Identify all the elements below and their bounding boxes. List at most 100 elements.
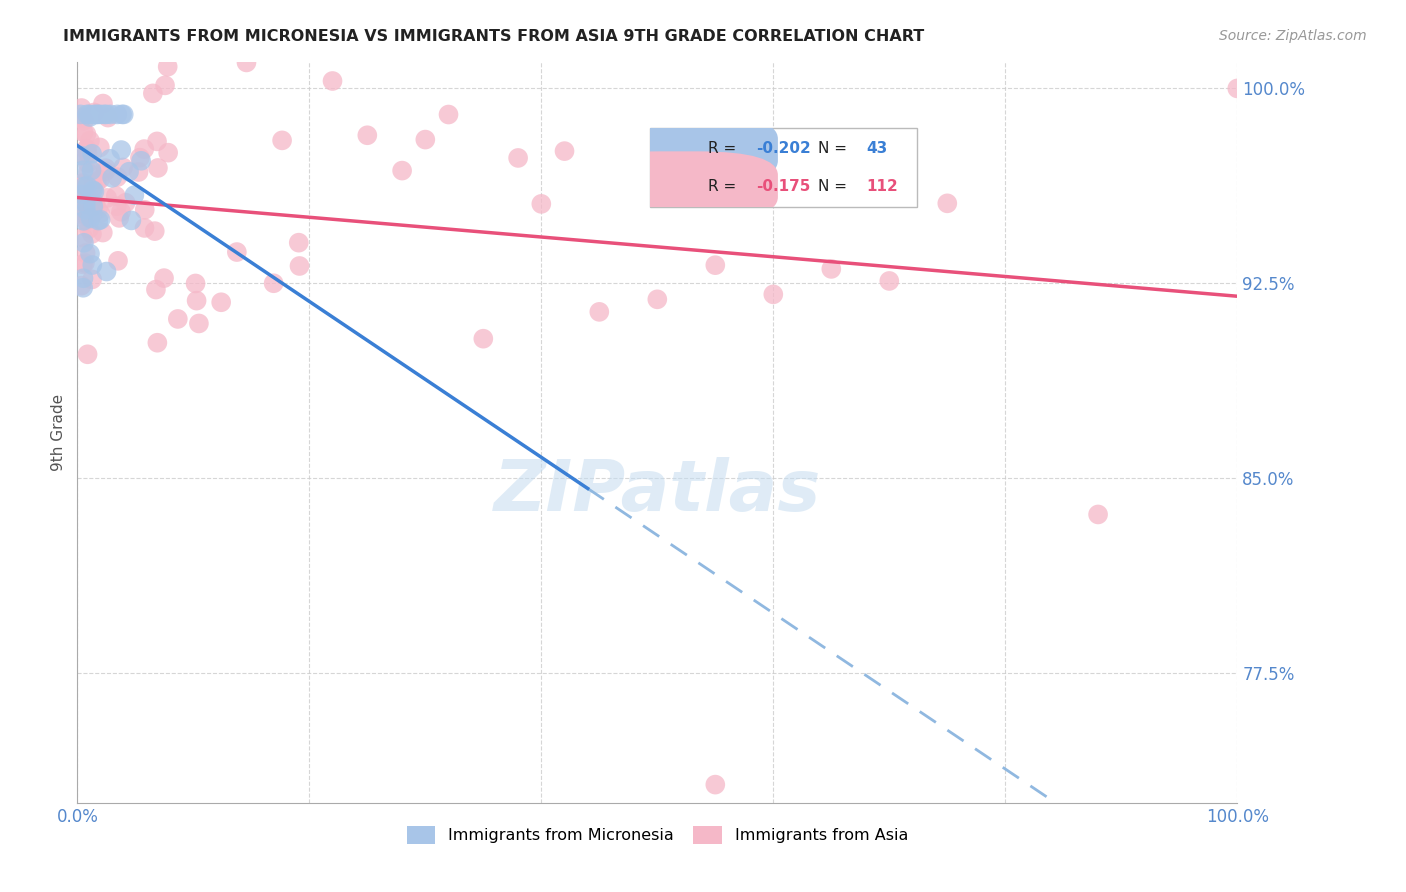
Point xyxy=(77,211,100,225)
Point xyxy=(156,60,179,74)
Point xyxy=(75,143,97,157)
Point xyxy=(90,212,111,227)
Text: IMMIGRANTS FROM MICRONESIA VS IMMIGRANTS FROM ASIA 9TH GRADE CORRELATION CHART: IMMIGRANTS FROM MICRONESIA VS IMMIGRANTS… xyxy=(63,29,925,44)
Point xyxy=(762,287,785,301)
Point xyxy=(69,107,91,121)
Point xyxy=(1226,81,1249,95)
Point xyxy=(124,188,146,202)
Point xyxy=(98,152,121,166)
Point xyxy=(118,165,141,179)
Point xyxy=(82,206,104,220)
Point xyxy=(114,195,136,210)
Point xyxy=(235,55,257,70)
Point xyxy=(75,246,97,260)
Point xyxy=(69,194,91,208)
Point xyxy=(72,176,94,190)
Point xyxy=(82,183,104,197)
Text: 112: 112 xyxy=(866,178,898,194)
Point xyxy=(94,161,117,176)
Point xyxy=(79,211,101,226)
Point xyxy=(72,281,94,295)
Point xyxy=(187,317,209,331)
Point xyxy=(69,207,91,221)
Point xyxy=(112,161,135,175)
Point xyxy=(83,185,105,199)
Point xyxy=(73,235,96,250)
Point xyxy=(1087,508,1109,522)
Point xyxy=(134,142,156,156)
FancyBboxPatch shape xyxy=(650,128,917,207)
Point xyxy=(105,170,128,185)
Point xyxy=(146,161,169,175)
Point xyxy=(86,107,108,121)
Point xyxy=(82,258,104,272)
Point xyxy=(530,197,553,211)
Point xyxy=(80,163,103,178)
Point xyxy=(83,105,105,120)
Point xyxy=(70,187,93,202)
Point xyxy=(91,226,114,240)
Point xyxy=(76,107,98,121)
Text: N =: N = xyxy=(818,141,852,156)
Point xyxy=(67,187,90,202)
Point xyxy=(287,235,309,250)
Point xyxy=(79,246,101,260)
Point xyxy=(96,191,118,205)
Point xyxy=(72,257,94,271)
Point xyxy=(143,224,166,238)
FancyBboxPatch shape xyxy=(581,152,778,221)
Point xyxy=(120,213,142,227)
Text: 43: 43 xyxy=(866,141,887,156)
Point xyxy=(72,214,94,228)
Point xyxy=(704,258,727,272)
Point xyxy=(79,107,101,121)
Point xyxy=(146,135,169,149)
Point xyxy=(107,253,129,268)
Point xyxy=(69,198,91,212)
Point xyxy=(104,189,127,203)
Point xyxy=(89,140,111,154)
Point xyxy=(72,163,94,178)
Point xyxy=(72,200,94,214)
Point xyxy=(820,261,842,276)
Point xyxy=(70,278,93,293)
Point xyxy=(110,143,132,157)
Point xyxy=(82,272,104,286)
Point xyxy=(209,295,232,310)
Point xyxy=(271,133,294,147)
Point xyxy=(588,305,610,319)
Point xyxy=(134,202,156,217)
Legend: Immigrants from Micronesia, Immigrants from Asia: Immigrants from Micronesia, Immigrants f… xyxy=(401,819,914,850)
Point xyxy=(134,221,156,235)
Point xyxy=(166,312,188,326)
Point xyxy=(146,335,169,350)
Point xyxy=(142,87,165,101)
Text: R =: R = xyxy=(709,141,741,156)
Point xyxy=(73,256,96,270)
Point xyxy=(86,175,108,189)
Point xyxy=(111,107,134,121)
Point xyxy=(77,222,100,236)
Point xyxy=(225,245,247,260)
Point xyxy=(129,151,152,165)
Point xyxy=(75,213,97,227)
Point xyxy=(108,211,131,225)
Point xyxy=(112,107,135,121)
Point xyxy=(72,230,94,244)
Point xyxy=(76,156,98,170)
Point xyxy=(73,149,96,163)
Point xyxy=(94,164,117,178)
Point xyxy=(105,107,128,121)
Text: ZIPatlas: ZIPatlas xyxy=(494,458,821,526)
Point xyxy=(184,277,207,291)
Point xyxy=(105,199,128,213)
Point xyxy=(79,110,101,124)
Point xyxy=(75,202,97,217)
Point xyxy=(82,199,104,213)
Point xyxy=(76,178,98,193)
Point xyxy=(101,170,124,185)
Point xyxy=(263,277,285,291)
Point xyxy=(87,202,110,217)
Point xyxy=(288,259,311,273)
Point xyxy=(76,205,98,219)
